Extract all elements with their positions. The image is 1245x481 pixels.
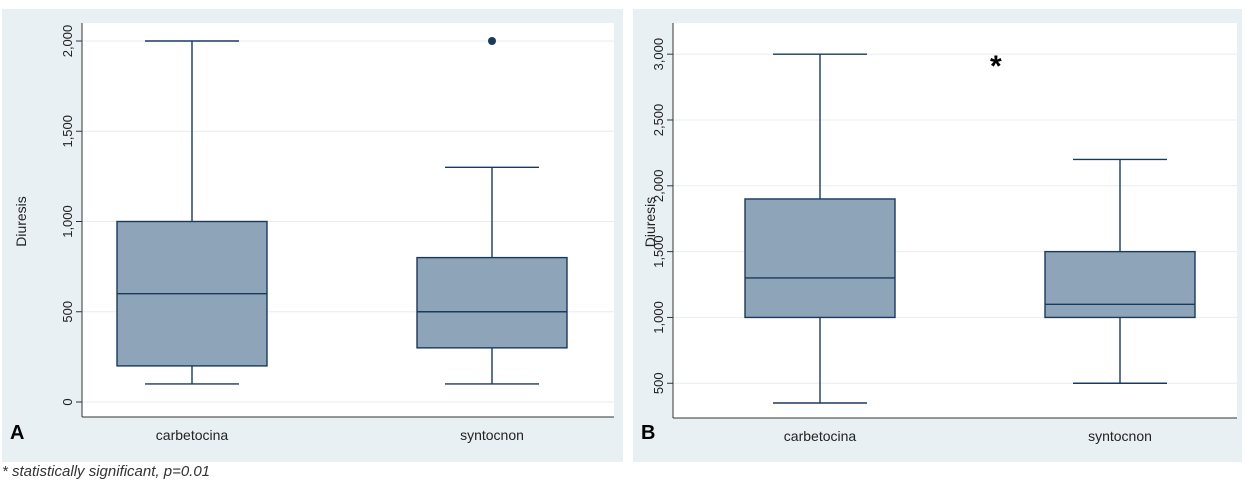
y-tick-label: 1,000 [60, 205, 75, 238]
iqr-box [1044, 250, 1196, 319]
chart-panel-b: 500 1,000 1,500 2,000 2,500 3,000 Diuresis carb… [633, 9, 1242, 462]
y-tick-label: 0 [60, 398, 75, 405]
y-tick-label: 500 [651, 372, 666, 394]
y-tick-label: 2,500 [651, 104, 666, 137]
y-tick-label: 1,000 [651, 301, 666, 334]
x-tick-label: carbetocina [784, 428, 857, 444]
significance-asterisk: * [990, 50, 1002, 83]
outlier-point [488, 37, 496, 45]
y-tick-label: 1,500 [651, 235, 666, 268]
x-tick-label: syntocnon [1088, 428, 1152, 444]
iqr-box [416, 256, 568, 349]
box-syntocnon [416, 37, 568, 385]
x-tick-label: syntocnon [460, 427, 524, 443]
y-tick-label: 2,000 [60, 25, 75, 58]
panel-label: B [641, 422, 655, 444]
y-tick-label: 2,000 [651, 170, 666, 203]
y-tick-label: 500 [60, 301, 75, 323]
box-carbetocina [744, 53, 896, 404]
y-axis-label: Diuresis [642, 197, 658, 248]
chart-panel-a: 0 500 1,000 1,500 2,000 Diuresis carbetocina sy… [2, 9, 623, 462]
y-tick-label: 3,000 [651, 38, 666, 71]
footnote: * statistically significant, p=0.01 [2, 463, 211, 480]
box-carbetocina [116, 40, 268, 385]
box-plot-b: 500 1,000 1,500 2,000 2,500 3,000 Diuresis carb… [641, 23, 1237, 444]
box-syntocnon [1044, 158, 1196, 384]
box-plot-a: 0 500 1,000 1,500 2,000 Diuresis carbetocina sy… [10, 23, 614, 444]
iqr-box [744, 198, 896, 319]
y-tick-label: 1,500 [60, 115, 75, 148]
y-axis-label: Diuresis [13, 196, 29, 247]
panel-label: A [10, 422, 24, 444]
x-tick-label: carbetocina [156, 427, 229, 443]
